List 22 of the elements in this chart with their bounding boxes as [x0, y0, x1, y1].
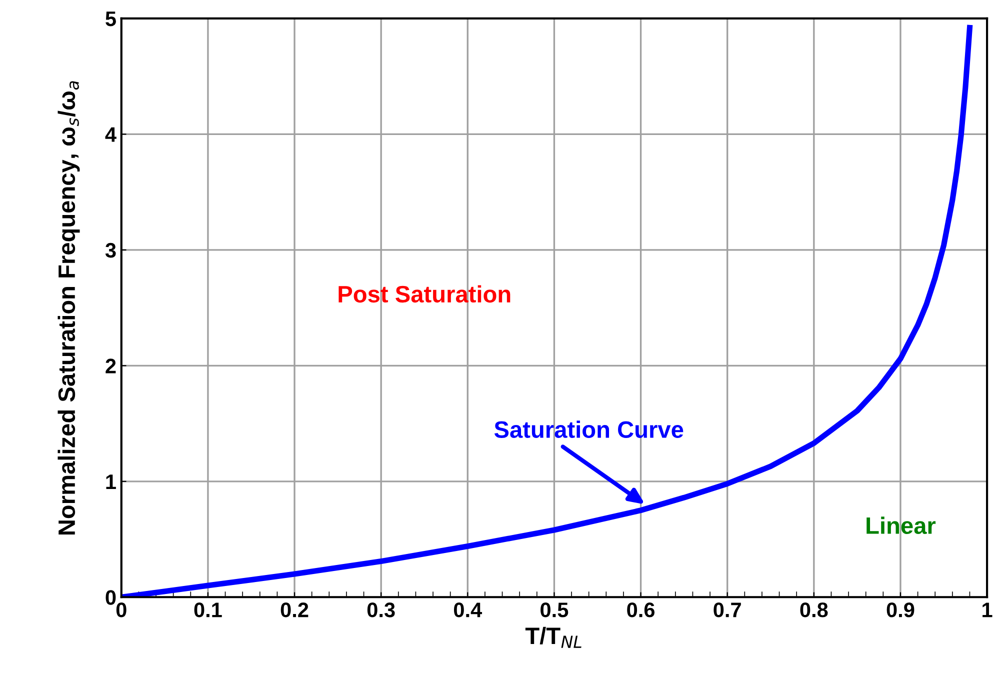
y-tick-label: 3 [105, 242, 116, 258]
annotation: Linear [866, 516, 936, 534]
y-tick-label: 5 [106, 12, 116, 26]
x-tick-label: 0.4 [454, 602, 482, 618]
annotation: Saturation Curve [494, 420, 684, 438]
y-tick-label: 2 [106, 358, 116, 374]
y-tick-label: 0 [106, 590, 116, 605]
x-tick-label: 0.5 [540, 602, 568, 618]
x-tick-label: 0 [116, 602, 126, 618]
x-axis-title: T/T$_{NL}$ [525, 626, 582, 648]
annotation: Post Saturation [338, 285, 510, 303]
x-tick-label: 0.6 [627, 602, 655, 618]
x-tick-label: 0.2 [280, 602, 308, 618]
x-tick-label: 0.7 [714, 602, 741, 618]
y-axis-title: Normalized Saturation Frequency, ω$_{s}$/ω$_{a}$ [58, 81, 80, 535]
x-tick-label: 0.1 [194, 602, 222, 618]
x-tick-label: 1 [982, 602, 992, 618]
x-tick-label: 0.8 [800, 602, 828, 618]
x-tick-label: 0.9 [886, 602, 914, 618]
y-tick-label: 1 [106, 474, 116, 489]
x-tick-label: 0.3 [367, 602, 395, 618]
y-tick-label: 4 [105, 127, 116, 142]
